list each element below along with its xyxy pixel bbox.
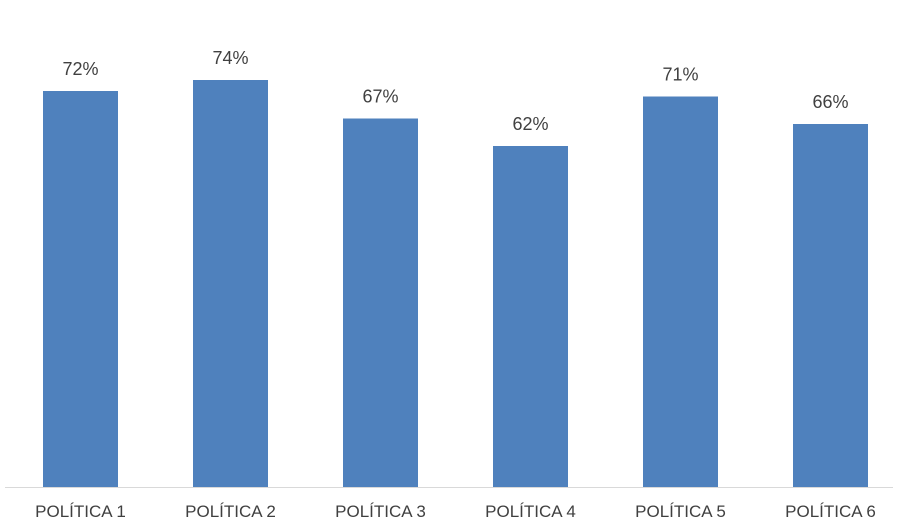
data-labels-group: 72% 74% 67% 62% 71% 66% (62, 48, 848, 134)
x-tick-label-4: POLÍTICA 4 (485, 502, 576, 521)
data-label-6: 66% (812, 92, 848, 112)
x-tick-label-5: POLÍTICA 5 (635, 502, 726, 521)
data-label-3: 67% (362, 87, 398, 107)
bar-6 (793, 124, 868, 487)
bar-1 (43, 91, 118, 487)
x-tick-label-3: POLÍTICA 3 (335, 502, 426, 521)
data-label-2: 74% (212, 48, 248, 68)
x-tick-label-1: POLÍTICA 1 (35, 502, 126, 521)
bar-4 (493, 146, 568, 487)
bars-group (43, 80, 868, 487)
bar-3 (343, 118, 418, 487)
data-label-1: 72% (62, 59, 98, 79)
bar-5 (643, 96, 718, 487)
data-label-4: 62% (512, 114, 548, 134)
x-tick-label-6: POLÍTICA 6 (785, 502, 876, 521)
x-tick-label-2: POLÍTICA 2 (185, 502, 276, 521)
bar-2 (193, 80, 268, 487)
data-label-5: 71% (662, 65, 698, 85)
x-tick-labels-group: POLÍTICA 1 POLÍTICA 2 POLÍTICA 3 POLÍTICA 4… (35, 502, 876, 521)
